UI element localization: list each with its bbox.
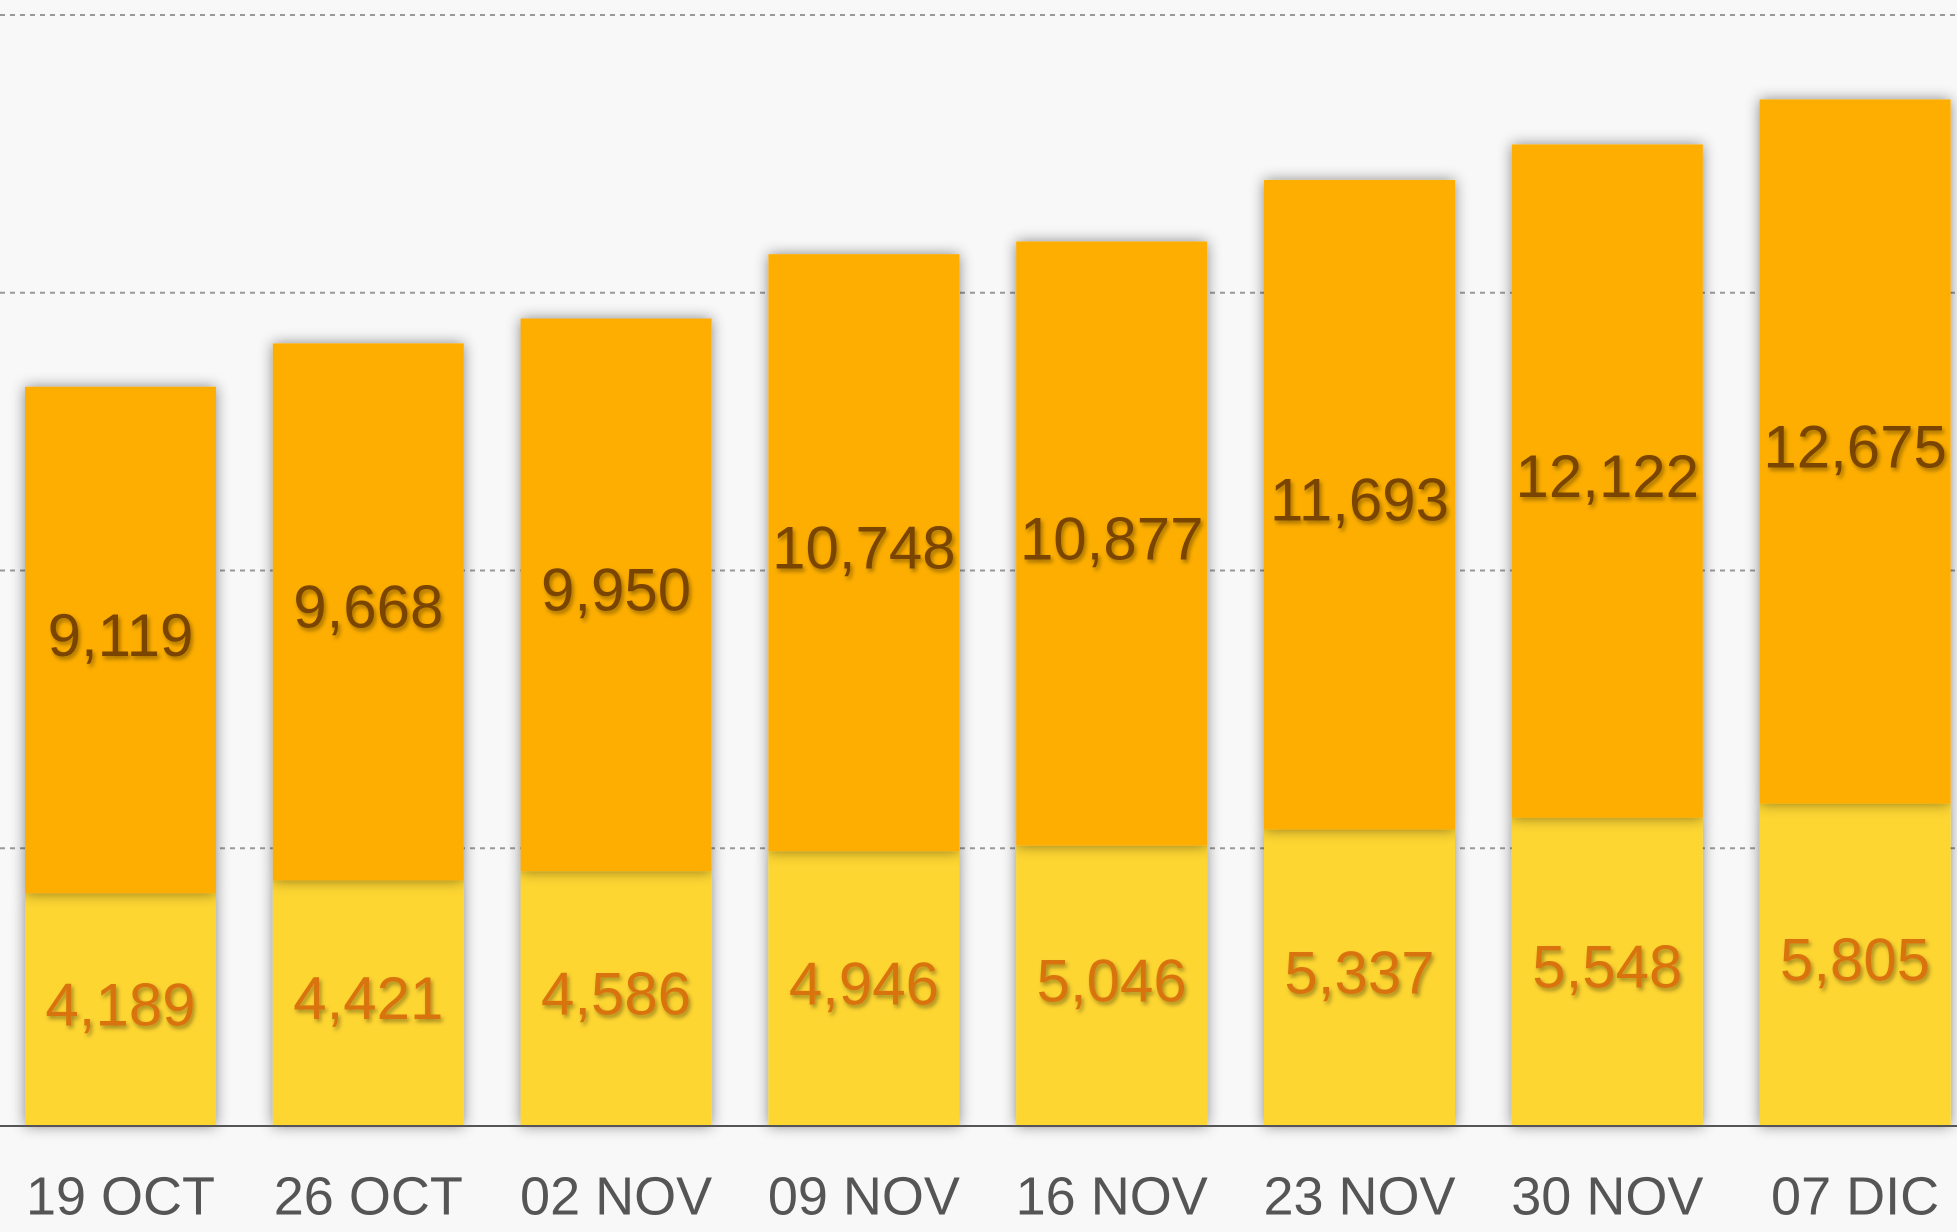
value-label: 11,693 (1270, 467, 1449, 534)
value-label: 5,548 (1532, 934, 1682, 1001)
value-label: 9,950 (541, 557, 691, 624)
x-tick-label: 19 OCT (26, 1166, 215, 1226)
bar-segment (25, 386, 216, 894)
value-label: 9,119 (48, 602, 194, 669)
bar-segment (1759, 99, 1951, 804)
bar-segment (1016, 845, 1208, 1126)
x-tick-label: 02 NOV (520, 1166, 712, 1226)
bar-segment (1264, 829, 1455, 1126)
bar-segment (768, 851, 960, 1126)
bar-segment (272, 880, 464, 1126)
value-label: 5,337 (1284, 940, 1434, 1007)
value-label: 10,748 (772, 515, 956, 582)
value-label: 9,668 (293, 574, 443, 641)
x-tick-label: 26 OCT (274, 1166, 463, 1226)
value-label: 4,189 (45, 971, 195, 1038)
bar-segment (1511, 817, 1703, 1126)
value-label: 5,046 (1037, 948, 1187, 1015)
x-tick-label: 09 NOV (768, 1166, 960, 1226)
bar-segment (25, 893, 216, 1126)
bar-segment (1511, 144, 1703, 818)
bar-segment (1016, 241, 1208, 846)
value-label: 4,586 (541, 960, 691, 1027)
bar-segment (768, 254, 960, 852)
x-tick-label: 23 NOV (1263, 1166, 1455, 1226)
value-label: 4,946 (789, 950, 939, 1017)
value-label: 12,675 (1763, 413, 1947, 480)
bar-segment (520, 871, 712, 1126)
value-label: 4,421 (293, 965, 443, 1032)
bar-segment (272, 343, 464, 881)
value-label: 12,122 (1516, 443, 1700, 510)
x-tick-label: 07 DIC (1771, 1166, 1939, 1226)
x-tick-label: 16 NOV (1016, 1166, 1208, 1226)
value-label: 10,877 (1020, 505, 1204, 572)
bar-segment (1759, 803, 1951, 1126)
value-label: 5,805 (1780, 927, 1930, 994)
x-tick-label: 30 NOV (1511, 1166, 1703, 1226)
bar-segment (1264, 179, 1455, 830)
bar-segment (520, 318, 712, 872)
